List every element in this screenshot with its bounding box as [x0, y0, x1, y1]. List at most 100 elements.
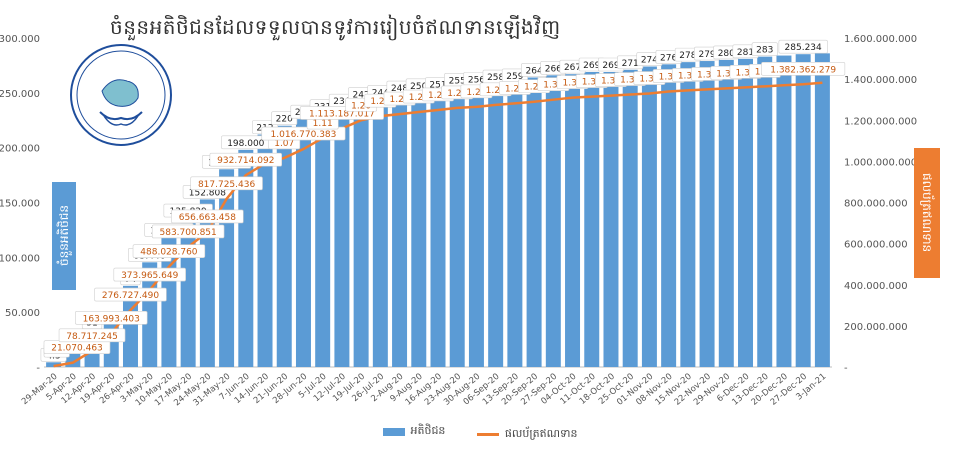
bar-data-label-text: 248: [391, 84, 408, 94]
line-data-label-text: 1.11: [313, 119, 333, 129]
bar-data-label-text: 274: [641, 56, 658, 66]
bar: [565, 74, 581, 367]
legend-item-line: ផលប័ត្រឥណទាន: [476, 427, 578, 443]
bar: [257, 134, 273, 367]
bar: [699, 61, 715, 367]
bar: [526, 77, 542, 367]
line-data-label-box: [171, 209, 244, 224]
bar-data-label: 283: [751, 42, 778, 56]
y2-tick-label: 1.200.000.000: [844, 116, 917, 127]
bar: [622, 69, 638, 367]
bar: [545, 75, 561, 367]
bar: [641, 66, 657, 367]
bar: [315, 113, 331, 367]
bar: [795, 54, 811, 367]
line-data-label-text: 1.30: [543, 81, 563, 91]
line-data-label-text: 1.29: [524, 83, 544, 93]
line-data-label-text: 1.35: [659, 72, 679, 82]
line-data-label-text: 373.965.649: [121, 271, 179, 281]
bar-data-label-text: 285.234: [785, 43, 822, 53]
y2-tick-label: 1.000.000.000: [844, 157, 917, 168]
bar-data-label-text: 256: [468, 75, 485, 85]
legend-swatch-line: [476, 433, 499, 436]
line-data-label: 932.714.092: [209, 152, 283, 167]
bar: [507, 82, 523, 368]
bar: [603, 71, 619, 367]
bar: [199, 199, 215, 367]
bar: [46, 362, 62, 367]
line-data-labels: 4.321.070.46378.717.245163.993.403276.72…: [43, 61, 846, 358]
y2-tick-label: 800.000.000: [844, 199, 908, 210]
bar: [584, 71, 600, 367]
bar: [180, 218, 196, 367]
line-data-label-text: 1.28: [505, 84, 525, 94]
bar-data-label-text: 244: [372, 88, 389, 98]
cma-logo: [70, 44, 172, 146]
line-data-label-box: [113, 267, 186, 282]
bar: [757, 56, 773, 367]
bar-data-label-text: 258: [487, 73, 504, 83]
line-data-label-box: [151, 224, 225, 239]
bar-data-label-text: 269: [602, 61, 619, 71]
line-data-label-text: 1.27: [486, 86, 506, 96]
bar-data-label-text: 152.808: [189, 188, 226, 198]
line-data-label-text: 78.717.245: [66, 332, 118, 342]
cma-logo-icon: [76, 50, 166, 140]
bar-data-label-text: 236: [333, 97, 350, 107]
y-tick-label: 100.000: [0, 253, 40, 264]
bar: [468, 86, 484, 368]
bar-data-label-text: 279: [698, 50, 715, 60]
line-data-label-text: 1.37: [735, 68, 755, 78]
bar: [276, 125, 292, 367]
y-tick-label: -: [36, 363, 40, 374]
bar-data-label-box: [751, 42, 778, 56]
line-data-label-text: 583.700.851: [160, 228, 217, 238]
line-data-label-text: 1.016.770.383: [271, 130, 337, 140]
y2-tick-label: 600.000.000: [844, 240, 908, 251]
y-tick-label: 300.000: [0, 34, 40, 45]
line-data-label-text: 163.993.403: [83, 314, 140, 324]
legend-item-bars: អតិថិជន: [382, 424, 445, 440]
bar-data-label-text: 281: [737, 48, 754, 58]
line-data-label-box: [761, 61, 846, 76]
bar: [449, 87, 465, 367]
bar-data-label-box: [778, 39, 828, 54]
bar-data-label-text: 242: [353, 91, 370, 101]
line-data-label-box: [94, 287, 167, 302]
bar: [718, 59, 734, 367]
line-data-label-text: 817.725.436: [198, 180, 256, 190]
line-data-label-text: 1.34: [639, 75, 659, 85]
line-data-label-text: 276.727.490: [102, 291, 160, 301]
bar-data-label-text: 251: [429, 81, 446, 91]
y2-tick-label: 1.400.000.000: [844, 75, 917, 86]
line-data-label: 276.727.490: [94, 287, 167, 302]
line-data-label-box: [190, 176, 263, 191]
y2-tick-label: 200.000.000: [844, 322, 908, 333]
line-data-label-box: [75, 310, 148, 325]
y-axis-title: ចំនួនអតិថិជន: [52, 182, 76, 290]
bar: [661, 64, 677, 367]
bar: [488, 84, 504, 367]
bar-data-label-text: 259: [506, 72, 523, 82]
bar: [295, 119, 311, 367]
line-data-label-text: 1.35: [678, 71, 698, 81]
legend-swatch-bars: [382, 428, 405, 436]
y-tick-label: 150.000: [0, 199, 40, 210]
right-axis: - 200.000.000 400.000.000 600.000.000 800.00…: [844, 34, 917, 374]
line-data-label-text: 1.25: [447, 89, 467, 99]
line-data-label-text: 1.32: [601, 77, 621, 87]
line-data-label: 21.070.463: [43, 340, 111, 354]
bar-data-label: 285.234: [778, 39, 828, 54]
line-data-label-text: 1.07: [274, 139, 294, 149]
bar: [680, 62, 696, 367]
y-tick-label: 50.000: [5, 308, 40, 319]
y-tick-label: 250.000: [0, 89, 40, 100]
bar-data-label-text: 255: [449, 76, 466, 86]
bar: [372, 99, 388, 367]
line-data-label-text: 932.714.092: [217, 156, 274, 166]
line-data-label-text: 1.382.362.279: [770, 65, 836, 75]
bar: [776, 55, 792, 368]
bar-data-label-text: 278: [679, 51, 696, 61]
line-data-label: 817.725.436: [190, 176, 263, 191]
line-data-label-text: 1.31: [582, 78, 602, 88]
